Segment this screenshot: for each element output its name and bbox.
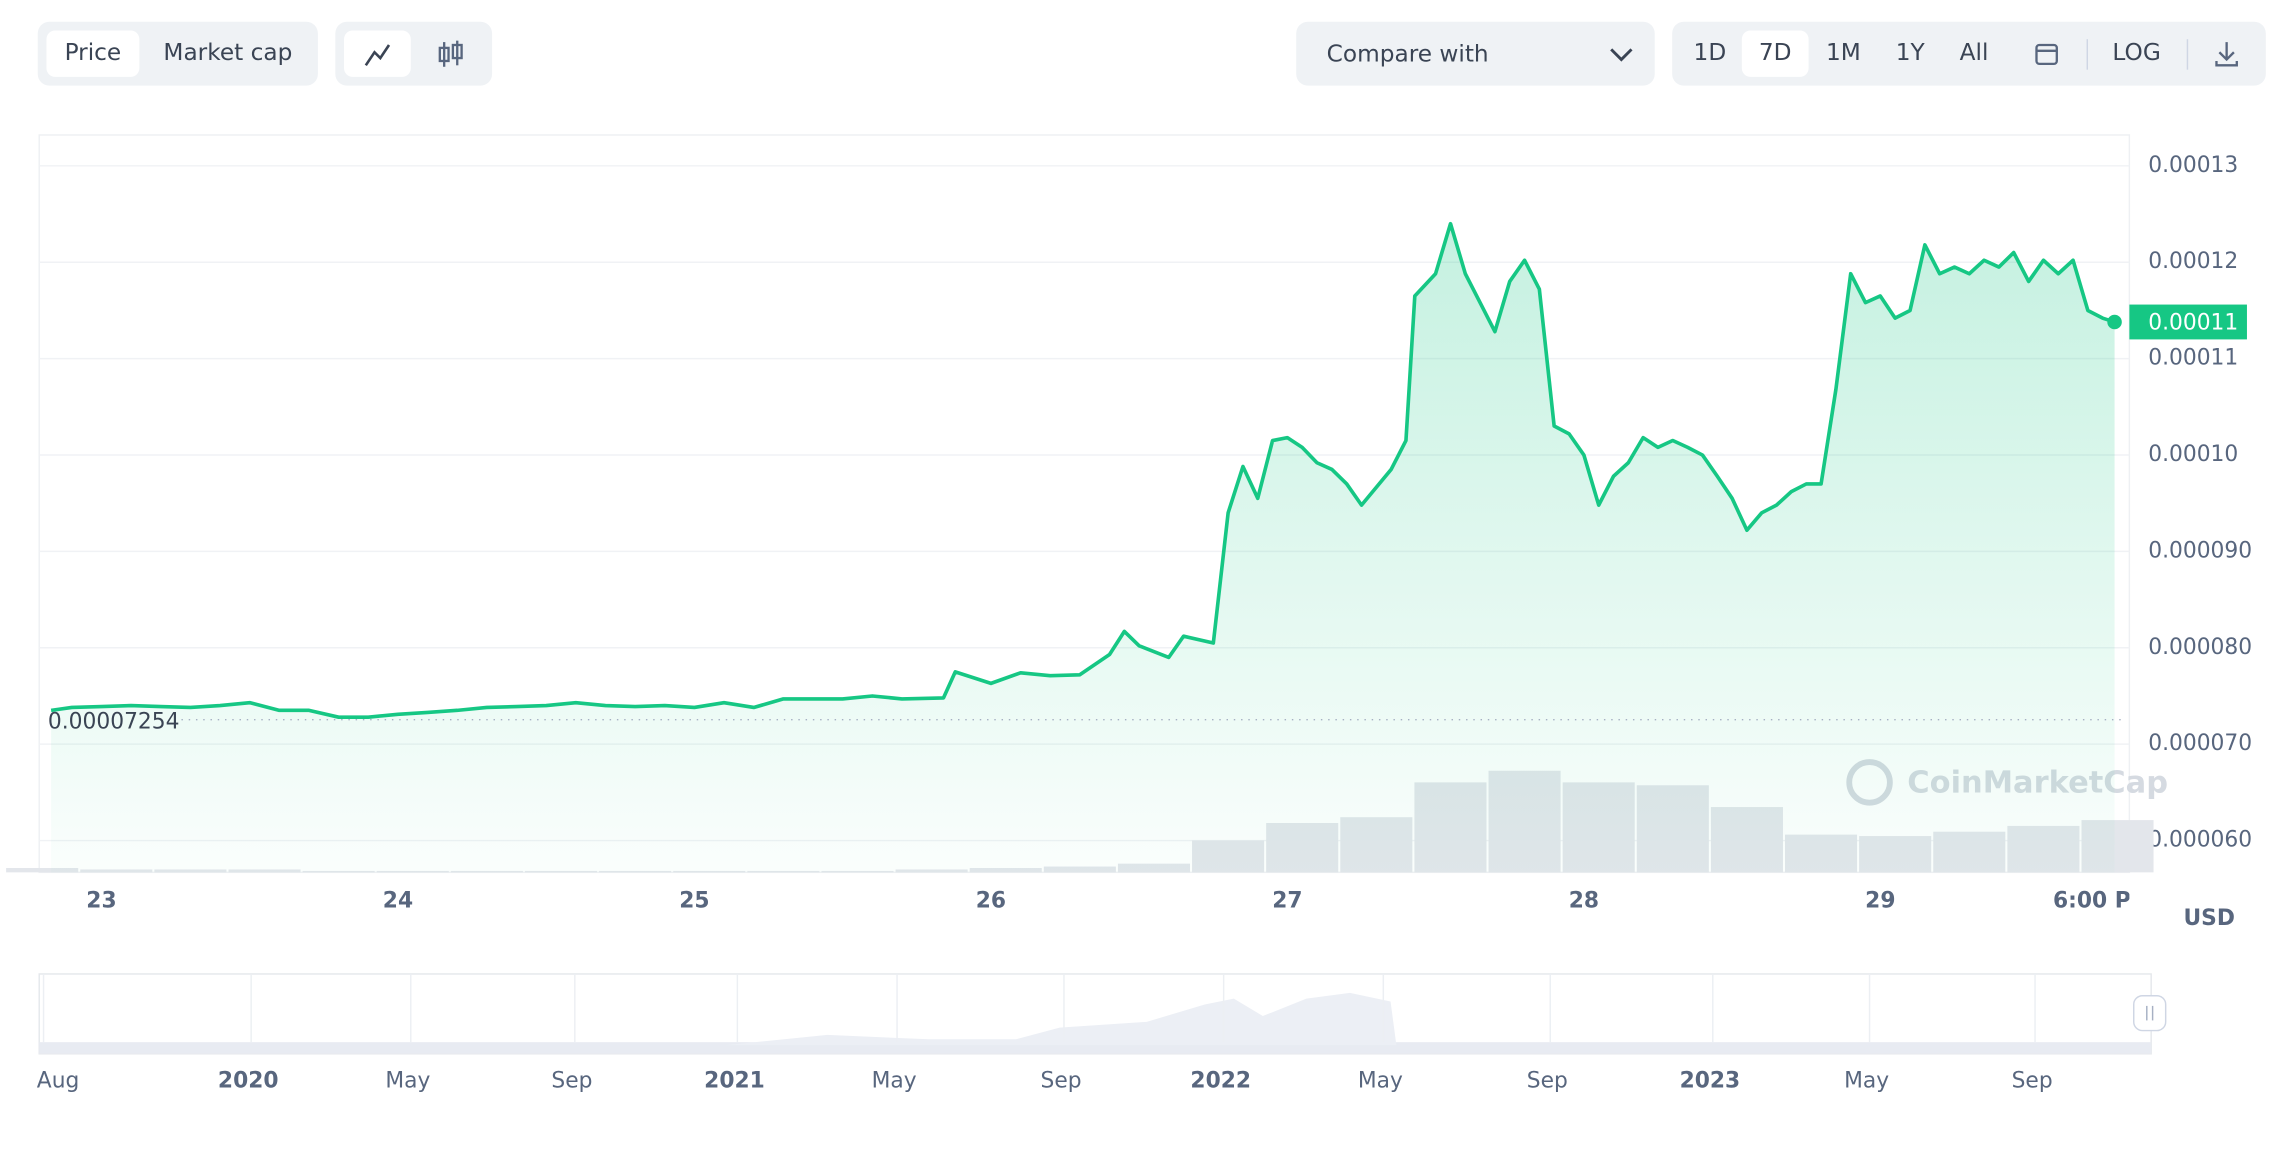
line-icon xyxy=(364,44,391,67)
currency: USD xyxy=(2184,906,2235,931)
x-tick-label: 23 xyxy=(86,888,116,913)
y-tick-label: 0.000090 xyxy=(2148,538,2252,563)
x-tick-label: 26 xyxy=(976,888,1006,913)
x-tick-label: 29 xyxy=(1865,888,1895,913)
navigator-label: May xyxy=(1844,1068,1889,1093)
navigator-label: 2020 xyxy=(218,1068,279,1093)
selected-bg xyxy=(46,30,140,77)
period-toggle xyxy=(1672,21,2266,86)
price-button[interactable]: Price xyxy=(65,39,122,66)
navigator-label: 2022 xyxy=(1190,1068,1251,1093)
navigator-label: Aug xyxy=(37,1068,80,1093)
y-tick-label: 0.00012 xyxy=(2148,249,2238,274)
x-tick-label: 6:00 PM xyxy=(2053,888,2152,913)
y-tick-label: 0.000080 xyxy=(2148,635,2252,660)
period-button[interactable]: 1Y xyxy=(1896,39,1926,66)
y-tick-label: 0.00011 xyxy=(2148,346,2238,371)
navigator-label: May xyxy=(385,1068,430,1093)
x-tick-label: 25 xyxy=(679,888,709,913)
period-button[interactable]: 1M xyxy=(1826,39,1861,66)
navigator-label: May xyxy=(872,1068,917,1093)
current-price-label: 0.00011 xyxy=(2148,310,2238,335)
price-area xyxy=(51,223,2115,873)
navigator-strip xyxy=(39,1042,2152,1054)
y-tick-label: 0.000070 xyxy=(2148,731,2252,756)
x-tick-label: 28 xyxy=(1569,888,1599,913)
last-point xyxy=(2107,314,2122,330)
navigator-label: 2021 xyxy=(704,1068,765,1093)
candle-button[interactable] xyxy=(438,40,463,67)
navigator-label: 2023 xyxy=(1680,1068,1741,1093)
x-tick-label: 27 xyxy=(1272,888,1302,913)
navigator-label: Sep xyxy=(551,1068,592,1093)
y-tick-label: 0.00013 xyxy=(2148,153,2238,178)
x-tick-label: 24 xyxy=(383,888,413,913)
navigator-label: Sep xyxy=(1527,1068,1568,1093)
navigator-label: Sep xyxy=(2012,1068,2053,1093)
navigator-label: May xyxy=(1358,1068,1403,1093)
current-price-tag xyxy=(2129,304,2247,340)
y-tick-label: 0.00010 xyxy=(2148,442,2238,467)
navigator-label: Sep xyxy=(1041,1068,1082,1093)
period-button[interactable]: 7D xyxy=(1759,39,1792,66)
compare-label: Compare with xyxy=(1327,41,1489,68)
log-button[interactable]: LOG xyxy=(2112,39,2160,66)
period-button[interactable]: All xyxy=(1960,39,1989,66)
market-cap-button[interactable]: Market cap xyxy=(163,39,292,66)
download-button[interactable] xyxy=(2215,42,2238,67)
volume-bar xyxy=(6,868,79,873)
navigator-handle[interactable] xyxy=(2133,995,2167,1032)
period-button[interactable]: 1D xyxy=(1694,39,1727,66)
chevron xyxy=(1610,48,1633,62)
x-ticks: 23 24 25 26 27 28 29 6:00 PM xyxy=(86,888,2152,913)
price-line xyxy=(50,221,2116,720)
selected-bg xyxy=(1741,30,1809,77)
navigator-area xyxy=(43,992,1397,1046)
y-tick-label: 0.000060 xyxy=(2148,828,2252,853)
calendar-button[interactable] xyxy=(2035,43,2058,66)
compare-dropdown[interactable] xyxy=(1296,21,1655,86)
reference-label: 0.00007254 xyxy=(48,710,180,735)
